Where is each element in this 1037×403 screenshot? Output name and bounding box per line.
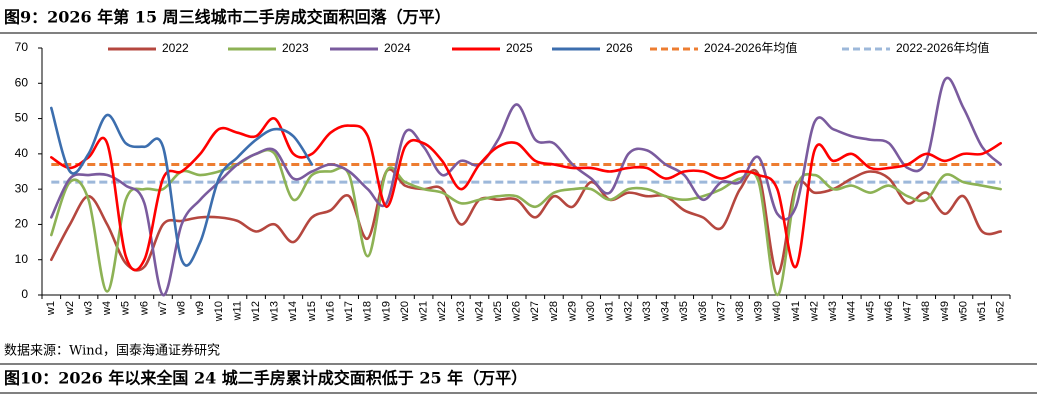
x-tick-label: w48 [920,301,932,322]
x-tick-label: w29 [566,301,578,322]
series-line [50,76,1002,297]
x-tick-label: w16 [324,301,336,322]
x-tick-label: w36 [697,301,709,322]
x-tick-label: w22 [436,301,448,322]
y-tick-label: 70 [15,40,29,54]
x-tick-label: w28 [548,301,560,322]
x-tick-label: w17 [343,301,355,322]
x-tick-label: w50 [957,301,969,322]
x-tick-label: w37 [715,301,727,322]
x-tick-label: w14 [287,301,299,322]
x-tick-label: w41 [790,301,802,322]
legend-label: 2023 [282,41,309,55]
x-tick-label: w32 [622,301,634,322]
x-tick-label: w5 [120,301,132,316]
next-figure-title: 图10：2026 年以来全国 24 城二手房累计成交面积低于 25 年（万平） [4,369,527,388]
x-tick-label: w4 [101,301,113,316]
x-tick-label: w39 [753,301,765,322]
x-tick-label: w44 [846,301,858,322]
y-tick-label: 30 [15,181,29,195]
series-line [50,168,1002,276]
series-line [50,148,1002,297]
x-tick-label: w25 [492,301,504,322]
y-tick-label: 0 [21,287,28,301]
figure-title: 图9：2026 年第 15 周三线城市二手房成交面积回落（万平） [4,8,451,27]
x-tick-label: w8 [176,301,188,316]
x-tick-label: w12 [250,301,262,322]
x-tick-label: w45 [864,301,876,322]
x-tick-label: w31 [604,301,616,322]
y-tick-label: 60 [15,75,29,89]
x-tick-label: w6 [138,301,150,316]
x-tick-label: w9 [194,301,206,316]
y-tick-label: 40 [15,146,29,160]
x-tick-label: w35 [678,301,690,322]
x-tick-label: w13 [269,301,281,322]
x-tick-label: w46 [883,301,895,322]
y-tick-label: 20 [15,217,29,231]
x-tick-label: w38 [734,301,746,322]
x-tick-label: w7 [157,301,169,316]
y-tick-label: 50 [15,111,29,125]
x-tick-label: w15 [306,301,318,322]
x-tick-label: w43 [827,301,839,322]
x-tick-label: w24 [473,301,485,322]
x-tick-label: w51 [976,301,988,322]
x-tick-label: w18 [362,301,374,322]
legend-label: 2025 [506,41,533,55]
source: 数据来源：Wind，国泰海通证券研究 [4,343,220,359]
legend-label: 2022-2026年均值 [896,40,989,55]
x-tick-label: w40 [771,301,783,322]
x-tick-label: w34 [660,301,672,322]
legend-label: 2024 [384,41,411,55]
legend-label: 2024-2026年均值 [704,40,797,55]
x-tick-label: w33 [641,301,653,322]
x-tick-label: w26 [511,301,523,322]
x-tick-label: w27 [529,301,541,322]
x-tick-label: w49 [939,301,951,322]
x-tick-label: w2 [64,301,76,316]
x-tick-label: w20 [399,301,411,322]
x-tick-label: w47 [902,301,914,322]
x-tick-label: w10 [213,301,225,322]
legend-label: 2026 [606,41,633,55]
series-line [50,117,1002,272]
x-tick-label: w23 [455,301,467,322]
x-tick-label: w11 [231,301,243,321]
legend-label: 2022 [162,41,189,55]
x-tick-label: w3 [82,301,94,316]
x-tick-label: w1 [45,301,57,316]
x-tick-label: w19 [380,301,392,322]
y-tick-label: 10 [15,252,29,266]
series-line [50,106,314,267]
x-tick-label: w52 [995,301,1007,322]
x-tick-label: w42 [808,301,820,322]
x-tick-label: w21 [418,301,430,322]
x-tick-label: w30 [585,301,597,322]
